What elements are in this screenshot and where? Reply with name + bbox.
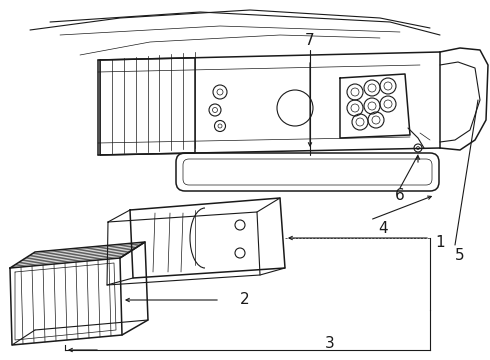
Text: 7: 7 bbox=[305, 32, 315, 48]
Text: 5: 5 bbox=[455, 248, 465, 262]
Text: 2: 2 bbox=[240, 292, 250, 307]
Text: 4: 4 bbox=[378, 220, 388, 235]
Text: 6: 6 bbox=[395, 188, 405, 202]
Text: 1: 1 bbox=[435, 234, 445, 249]
Text: 3: 3 bbox=[325, 337, 335, 351]
